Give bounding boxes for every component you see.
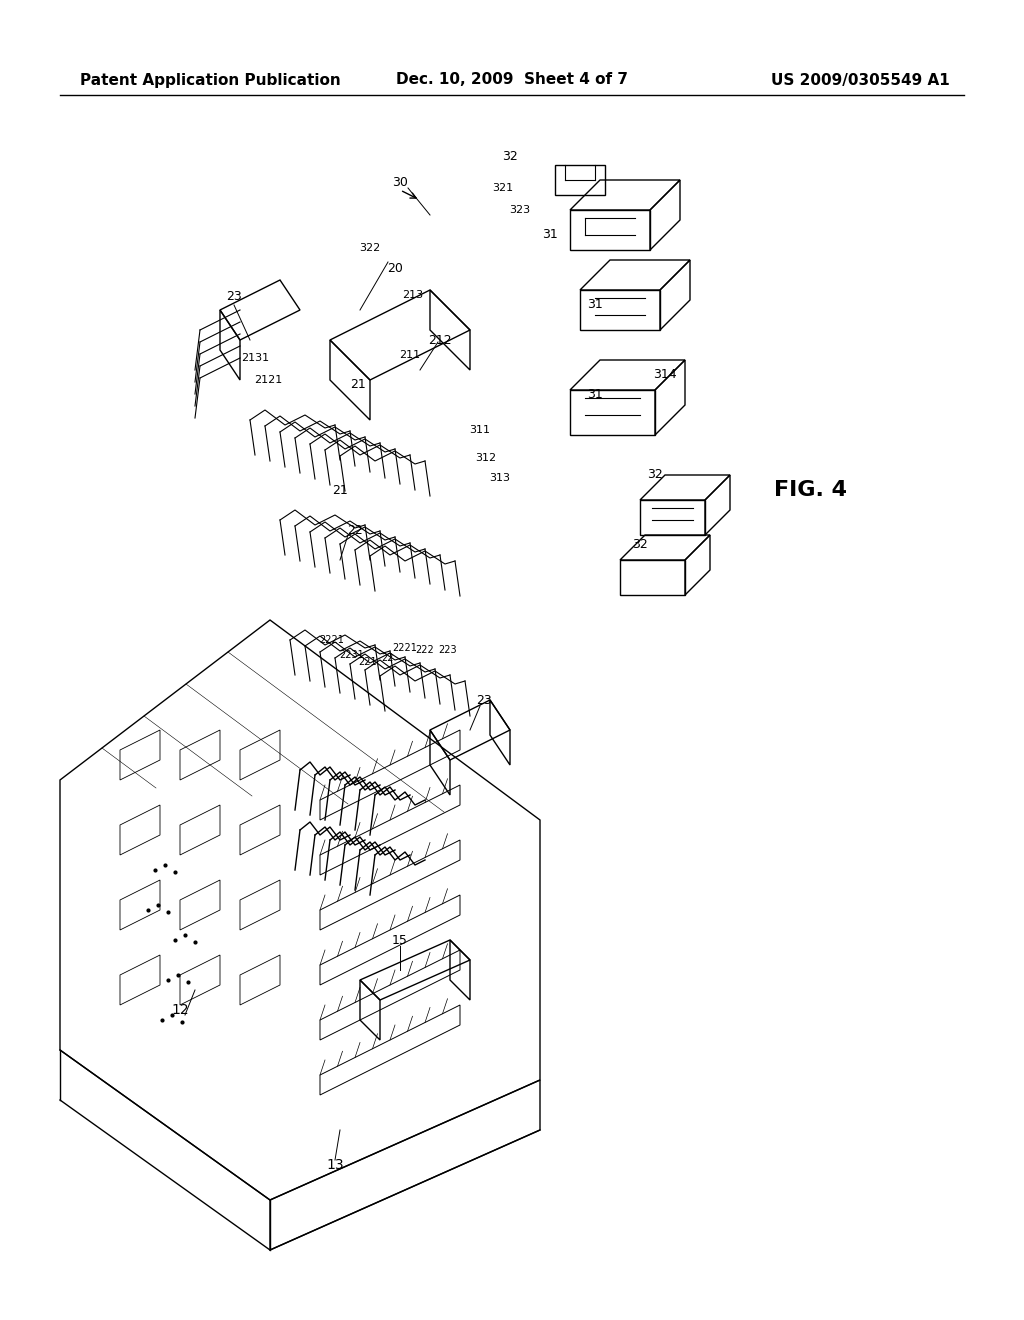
Text: 32: 32 <box>647 469 663 482</box>
Text: 311: 311 <box>469 425 490 436</box>
Text: 313: 313 <box>489 473 511 483</box>
Text: 2221: 2221 <box>319 635 344 645</box>
Text: 2131: 2131 <box>241 352 269 363</box>
Text: 21: 21 <box>350 379 366 392</box>
Text: 2221: 2221 <box>392 643 418 653</box>
Text: 22: 22 <box>382 653 394 663</box>
Text: 314: 314 <box>653 368 677 381</box>
Text: 322: 322 <box>359 243 381 253</box>
Text: 31: 31 <box>542 228 558 242</box>
Text: 21: 21 <box>332 483 348 496</box>
Text: 2231: 2231 <box>340 649 365 660</box>
Text: 213: 213 <box>402 290 424 300</box>
Text: 222: 222 <box>416 645 434 655</box>
Text: 32: 32 <box>632 539 648 552</box>
Text: 20: 20 <box>387 261 402 275</box>
Text: 13: 13 <box>327 1158 344 1172</box>
Text: 30: 30 <box>392 176 408 189</box>
Text: 323: 323 <box>509 205 530 215</box>
Text: Patent Application Publication: Patent Application Publication <box>80 73 341 87</box>
Text: 211: 211 <box>399 350 421 360</box>
Text: 221: 221 <box>358 657 377 667</box>
Text: 32: 32 <box>502 150 518 164</box>
Text: 15: 15 <box>392 933 408 946</box>
Text: 23: 23 <box>476 693 492 706</box>
Text: 23: 23 <box>226 290 242 304</box>
Text: Dec. 10, 2009  Sheet 4 of 7: Dec. 10, 2009 Sheet 4 of 7 <box>396 73 628 87</box>
Text: 212: 212 <box>428 334 452 346</box>
Text: 31: 31 <box>587 298 603 312</box>
Text: US 2009/0305549 A1: US 2009/0305549 A1 <box>771 73 950 87</box>
Text: 2121: 2121 <box>254 375 283 385</box>
Text: 223: 223 <box>438 645 458 655</box>
Text: 31: 31 <box>587 388 603 401</box>
Text: FIG. 4: FIG. 4 <box>773 480 847 500</box>
Text: 12: 12 <box>171 1003 188 1016</box>
Text: 312: 312 <box>475 453 497 463</box>
Text: 22: 22 <box>347 524 362 536</box>
Text: 321: 321 <box>493 183 514 193</box>
